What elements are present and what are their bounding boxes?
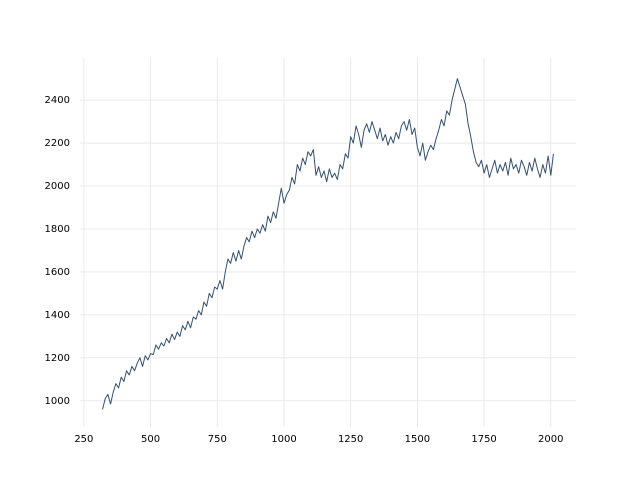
y-tick-label: 1600 — [45, 267, 70, 278]
x-tick-label: 2000 — [538, 434, 563, 445]
y-tick-label: 1200 — [45, 353, 70, 364]
y-tick-label: 1800 — [45, 224, 70, 235]
x-tick-label: 1750 — [471, 434, 496, 445]
x-tick-label: 250 — [74, 434, 93, 445]
x-tick-label: 750 — [208, 434, 227, 445]
x-tick-label: 1250 — [338, 434, 363, 445]
x-tick-label: 500 — [141, 434, 160, 445]
y-tick-label: 2200 — [45, 138, 70, 149]
x-tick-label: 1500 — [405, 434, 430, 445]
y-tick-label: 1400 — [45, 310, 70, 321]
y-tick-label: 1000 — [45, 396, 70, 407]
y-tick-label: 2400 — [45, 95, 70, 106]
data-line — [102, 78, 554, 410]
y-tick-label: 2000 — [45, 181, 70, 192]
x-tick-label: 1000 — [271, 434, 296, 445]
